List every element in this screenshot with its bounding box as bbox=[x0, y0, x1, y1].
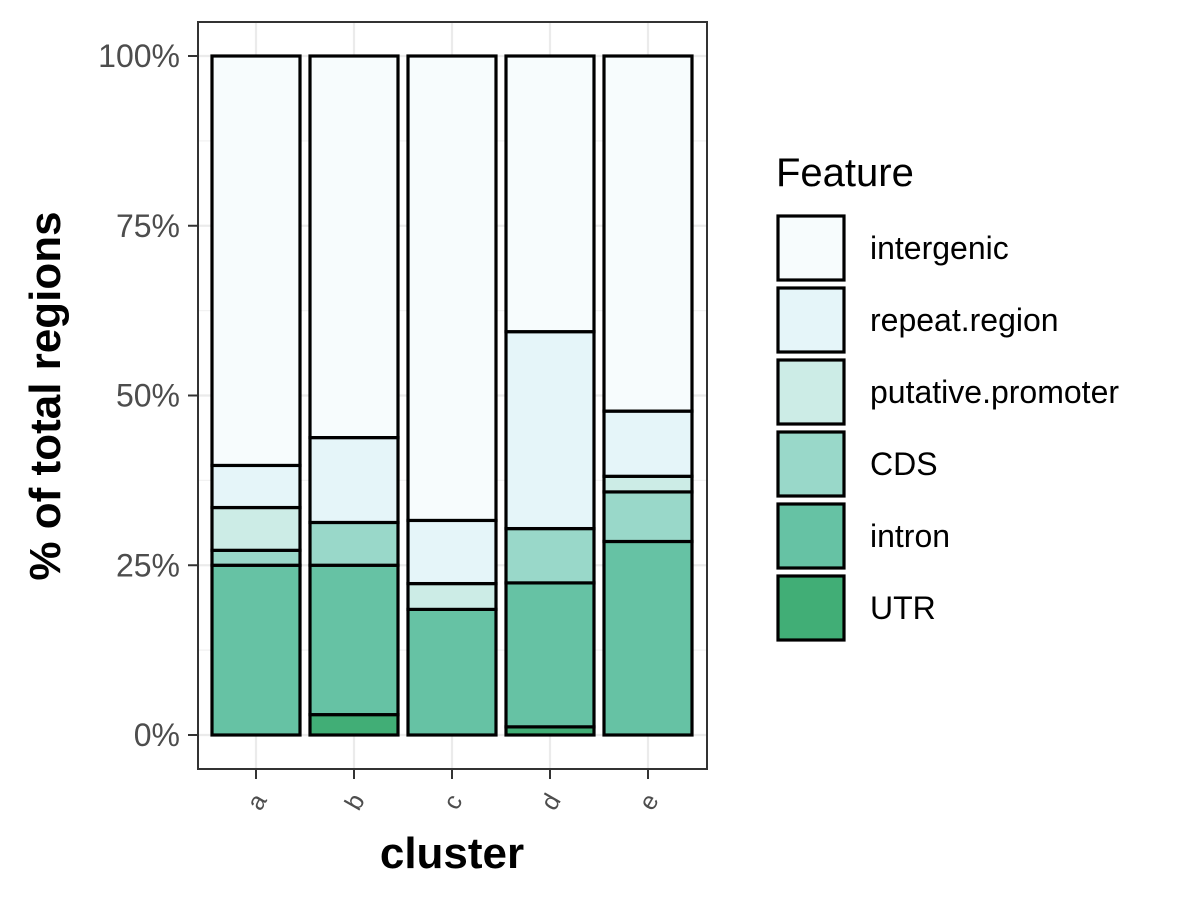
bar-segment-intron-d bbox=[504, 581, 596, 729]
legend-label-intron: intron bbox=[870, 518, 950, 554]
x-tick-label: a bbox=[241, 789, 272, 815]
legend-key-intergenic bbox=[776, 214, 846, 282]
y-axis: 0% 25% 50% 75% 100% bbox=[98, 38, 198, 753]
y-tick-label: 100% bbox=[98, 38, 180, 74]
bar-segment-CDS-b bbox=[308, 520, 400, 567]
legend-key-intron bbox=[776, 502, 846, 570]
bar-segment-repeat-region-a bbox=[210, 463, 302, 510]
bar-segment-intron-e bbox=[602, 539, 694, 737]
x-axis: a b c d e bbox=[241, 769, 665, 815]
legend-label-UTR: UTR bbox=[870, 590, 936, 626]
bar-segment-intergenic-c bbox=[406, 54, 498, 523]
bar-segment-repeat-region-e bbox=[602, 409, 694, 478]
x-tick-label: e bbox=[633, 789, 664, 815]
legend-key-putative-promoter bbox=[776, 358, 846, 426]
legend-title: Feature bbox=[776, 151, 914, 195]
y-tick-label: 0% bbox=[134, 717, 180, 753]
legend-label-putative-promoter: putative.promoter bbox=[870, 374, 1119, 410]
bar-segment-CDS-a bbox=[210, 548, 302, 567]
bar-segment-intron-a bbox=[210, 563, 302, 737]
legend-label-repeat-region: repeat.region bbox=[870, 302, 1059, 338]
x-tick-label: c bbox=[438, 790, 468, 815]
bar-segment-repeat-region-c bbox=[406, 518, 498, 586]
legend-key-repeat-region bbox=[776, 286, 846, 354]
y-tick-label: 75% bbox=[116, 208, 180, 244]
bar-segment-CDS-d bbox=[504, 526, 596, 585]
bar-segment-CDS-e bbox=[602, 490, 694, 544]
x-tick-label: b bbox=[339, 789, 370, 815]
x-axis-title: cluster bbox=[380, 829, 524, 878]
legend-label-CDS: CDS bbox=[870, 446, 938, 482]
x-tick-label: d bbox=[535, 789, 566, 815]
bar-segment-intergenic-d bbox=[504, 54, 596, 334]
bar-segment-intergenic-a bbox=[210, 54, 302, 468]
legend-key-UTR bbox=[776, 574, 846, 642]
legend: Feature intergenic repeat.region putative.… bbox=[776, 151, 1119, 642]
bar-segment-intron-b bbox=[308, 563, 400, 717]
bar-segment-intergenic-e bbox=[602, 54, 694, 413]
bar-segment-repeat-region-b bbox=[308, 435, 400, 525]
bars bbox=[210, 54, 694, 737]
bar-segment-putative-promoter-a bbox=[210, 505, 302, 552]
bar-segment-repeat-region-d bbox=[504, 330, 596, 531]
y-axis-title: % of total regions bbox=[21, 211, 70, 580]
bar-segment-putative-promoter-c bbox=[406, 581, 498, 611]
bar-segment-intron-c bbox=[406, 607, 498, 737]
bar-segment-intergenic-b bbox=[308, 54, 400, 440]
bar-segment-UTR-b bbox=[308, 713, 400, 737]
legend-label-intergenic: intergenic bbox=[870, 230, 1009, 266]
bar-segment-putative-promoter-e bbox=[602, 474, 694, 494]
legend-key-CDS bbox=[776, 430, 846, 498]
y-tick-label: 50% bbox=[116, 378, 180, 414]
y-tick-label: 25% bbox=[116, 547, 180, 583]
